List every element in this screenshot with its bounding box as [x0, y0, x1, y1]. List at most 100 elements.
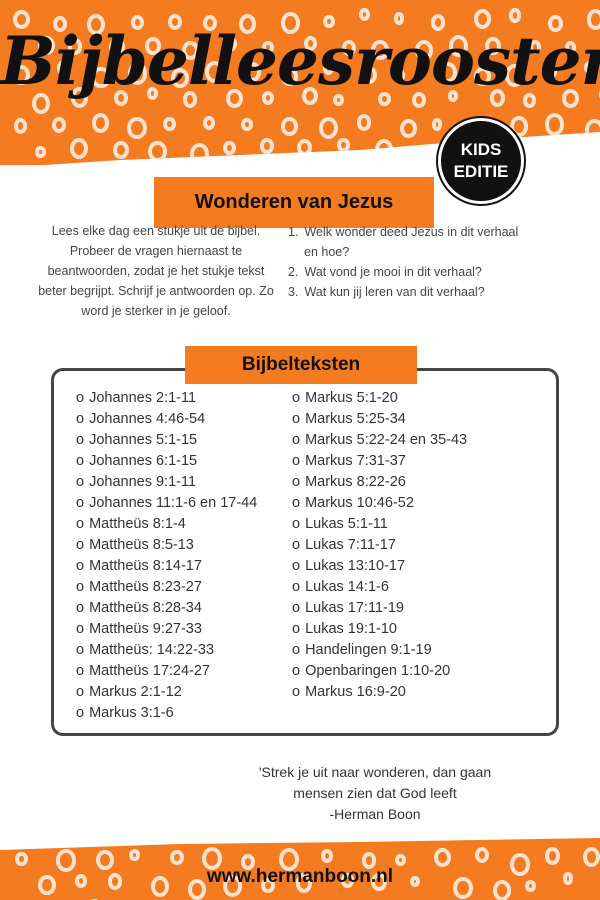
pattern-dot — [485, 37, 501, 56]
pattern-dot — [544, 113, 565, 136]
checkbox-bullet: o — [76, 432, 85, 448]
pattern-dot — [182, 41, 199, 61]
checkbox-bullet: o — [76, 705, 85, 721]
pattern-dot — [543, 63, 557, 79]
pattern-dot — [226, 88, 243, 108]
bible-text-reference: Markus 5:1-20 — [305, 390, 398, 406]
pattern-dot — [544, 847, 561, 865]
bible-text-reference: Mattheüs 8:14-17 — [89, 558, 202, 574]
badge-line1: KIDS — [460, 140, 502, 159]
bible-text-reference: Markus 5:22-24 en 35-43 — [305, 432, 468, 448]
pattern-dot — [204, 61, 224, 84]
pattern-dot — [375, 139, 394, 161]
pattern-dot — [35, 145, 47, 159]
checkbox-bullet: o — [76, 495, 85, 511]
bible-text-item: o Lukas 5:1-11 — [292, 514, 467, 535]
bible-text-reference: Mattheüs 17:24-27 — [89, 663, 210, 679]
checkbox-bullet: o — [76, 579, 85, 595]
pattern-dot — [57, 60, 71, 76]
pattern-dot — [91, 112, 110, 133]
pattern-dot — [391, 67, 406, 83]
pattern-dot — [582, 847, 600, 867]
pattern-dot — [586, 9, 600, 30]
question-item: 1. Welk wonder deed Jezus in dit verhaal… — [288, 222, 558, 262]
pattern-dot — [399, 118, 417, 139]
bible-text-reference: Lukas 19:1-10 — [305, 621, 397, 637]
bible-text-reference: Markus 3:1-6 — [89, 705, 174, 721]
bible-text-reference: Johannes 11:1-6 en 17-44 — [89, 495, 258, 511]
bible-text-item: o Markus 5:22-24 en 35-43 — [292, 430, 467, 451]
checkbox-bullet: o — [292, 684, 301, 700]
website-link[interactable]: www.hermanboon.nl — [206, 866, 394, 887]
pattern-dot — [323, 14, 335, 29]
bible-text-reference: Markus 10:46-52 — [305, 495, 414, 511]
pattern-dot — [240, 117, 253, 132]
bible-text-item: o Markus 3:1-6 — [76, 703, 257, 724]
checkbox-bullet: o — [76, 684, 85, 700]
bible-text-item: o Mattheüs 9:27-33 — [76, 619, 257, 640]
pattern-dot — [108, 873, 123, 890]
bible-text-reference: Markus 5:25-34 — [305, 411, 406, 427]
checkbox-bullet: o — [76, 453, 85, 469]
pattern-dot — [146, 87, 159, 101]
pattern-dot — [261, 877, 275, 894]
question-text: Wat vond je mooi in dit verhaal? — [304, 265, 482, 279]
question-number: 3. — [288, 285, 299, 299]
pattern-dot — [51, 116, 66, 133]
pattern-dot — [170, 67, 189, 89]
page-title: Bijbelleesrooster — [0, 22, 600, 100]
checkbox-bullet: o — [76, 474, 85, 490]
checkbox-bullet: o — [292, 516, 301, 532]
pattern-dot — [342, 39, 357, 56]
pattern-dot — [529, 40, 542, 54]
bible-text-item: o Johannes 9:1-11 — [76, 472, 257, 493]
bible-text-reference: Lukas 7:11-17 — [305, 537, 396, 553]
quote-line: mensen zien dat God leeft — [293, 785, 457, 801]
pattern-dot — [262, 40, 274, 55]
pattern-dot — [295, 873, 313, 893]
bible-text-item: o Mattheüs: 14:22-33 — [76, 640, 257, 661]
bible-text-reference: Johannes 6:1-15 — [89, 453, 198, 469]
pattern-dot — [415, 40, 434, 61]
bible-texts-column-1: o Johannes 2:1-11 o Johannes 4:46-54 o Johann… — [76, 388, 257, 724]
checkbox-bullet: o — [292, 432, 301, 448]
pattern-dot — [202, 15, 217, 32]
pattern-dot — [202, 116, 215, 131]
pattern-dot — [524, 879, 536, 893]
checkbox-bullet: o — [76, 516, 85, 532]
pattern-dot — [49, 164, 68, 165]
pattern-dot — [75, 873, 88, 888]
pattern-dot — [411, 91, 427, 109]
bible-text-reference: Lukas 5:1-11 — [305, 516, 388, 532]
pattern-dot — [523, 93, 537, 108]
pattern-dot — [361, 65, 378, 85]
pattern-dot — [87, 13, 106, 35]
question-number: 1. — [288, 225, 299, 239]
pattern-dot — [393, 12, 405, 25]
pattern-dot — [584, 60, 596, 74]
pattern-dot — [340, 873, 354, 889]
pattern-dot — [523, 139, 535, 153]
bible-text-reference: Johannes 2:1-11 — [89, 390, 197, 406]
pattern-dot — [222, 140, 236, 156]
bible-text-item: o Markus 5:25-34 — [292, 409, 467, 430]
checkbox-bullet: o — [292, 579, 301, 595]
pattern-dot — [322, 61, 335, 75]
pattern-dot — [474, 9, 492, 29]
pattern-dot — [371, 872, 387, 892]
pattern-dot — [337, 138, 350, 153]
checkbox-bullet: o — [76, 558, 85, 574]
pattern-dot — [303, 35, 318, 52]
pattern-dot — [281, 116, 298, 136]
pattern-dot — [148, 141, 167, 163]
kids-edition-badge: KIDS EDITIE — [438, 118, 524, 204]
pattern-dot — [378, 91, 391, 106]
bible-text-item: o Markus 16:9-20 — [292, 682, 467, 703]
pattern-dot — [15, 851, 29, 867]
quote-author: -Herman Boon — [329, 806, 421, 822]
bible-text-item: o Mattheüs 17:24-27 — [76, 661, 257, 682]
checkbox-bullet: o — [76, 621, 85, 637]
checkbox-bullet: o — [292, 411, 301, 427]
bible-text-item: o Handelingen 9:1-19 — [292, 640, 467, 661]
question-text: Wat kun jij leren van dit verhaal? — [304, 285, 485, 299]
